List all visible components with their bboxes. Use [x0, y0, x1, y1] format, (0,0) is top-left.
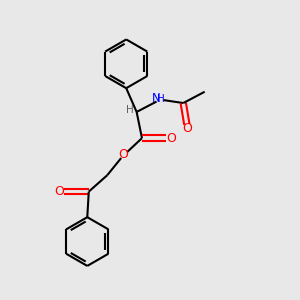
Text: N: N: [152, 92, 161, 105]
Text: H: H: [126, 105, 134, 115]
Text: O: O: [118, 148, 128, 161]
Text: O: O: [167, 132, 176, 145]
Text: O: O: [54, 185, 64, 198]
Text: O: O: [182, 122, 192, 135]
Text: H: H: [157, 94, 164, 104]
